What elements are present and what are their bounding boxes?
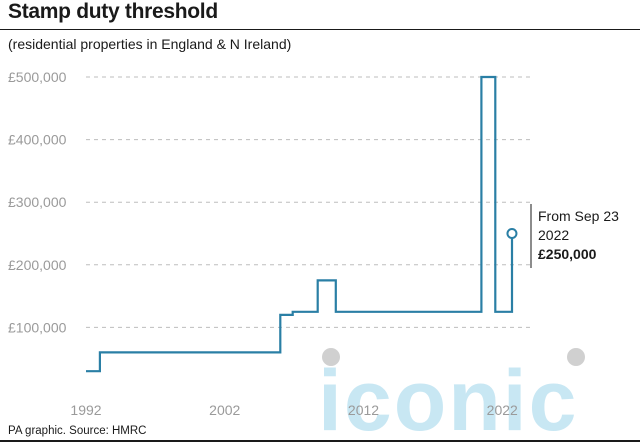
watermark-dot-right xyxy=(567,348,585,366)
watermark-dot-left xyxy=(322,348,340,366)
annotation-value: £250,000 xyxy=(538,246,597,262)
watermark: iconic xyxy=(318,348,585,445)
series-layer xyxy=(86,75,514,373)
x-tick-label: 2002 xyxy=(209,402,240,418)
x-tick-label: 1992 xyxy=(70,402,101,418)
annotation-text-line: 2022 xyxy=(538,227,569,243)
x-tick-label: 2012 xyxy=(348,402,379,418)
y-tick-label: £100,000 xyxy=(8,319,67,335)
series-line xyxy=(86,75,514,373)
annotation-layer: From Sep 23 2022 £250,000 xyxy=(506,204,619,268)
chart-title: Stamp duty threshold xyxy=(8,0,218,23)
y-tick-label: £500,000 xyxy=(8,69,67,85)
y-tick-label: £400,000 xyxy=(8,132,67,148)
title-rule xyxy=(0,29,640,30)
annotation-text-line: From Sep 23 xyxy=(538,208,619,224)
source-note: PA graphic. Source: HMRC xyxy=(8,425,147,437)
chart-subtitle: (residential properties in England & N I… xyxy=(8,36,292,52)
watermark-text: iconic xyxy=(318,353,579,445)
y-tick-label: £200,000 xyxy=(8,257,67,273)
grid-layer xyxy=(86,76,532,328)
annotation-marker xyxy=(506,228,518,239)
y-tick-label: £300,000 xyxy=(8,194,67,210)
x-tick-label: 2022 xyxy=(487,402,518,418)
bottom-rule xyxy=(0,440,640,442)
axis-labels: £100,000 £200,000 £300,000 £400,000 £500,000… xyxy=(8,69,518,418)
